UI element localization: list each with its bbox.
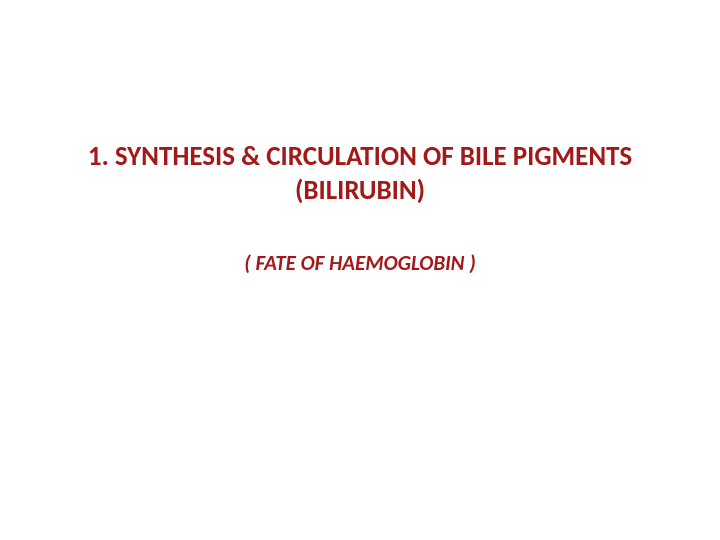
subtitle-block: ( FATE OF HAEMOGLOBIN )	[0, 250, 720, 276]
title-block: 1. SYNTHESIS & CIRCULATION OF BILE PIGME…	[0, 140, 720, 208]
slide: 1. SYNTHESIS & CIRCULATION OF BILE PIGME…	[0, 0, 720, 540]
title-line-1: 1. SYNTHESIS & CIRCULATION OF BILE PIGME…	[0, 140, 720, 174]
title-line-2: (BILIRUBIN)	[0, 174, 720, 208]
subtitle-line: ( FATE OF HAEMOGLOBIN )	[0, 250, 720, 276]
